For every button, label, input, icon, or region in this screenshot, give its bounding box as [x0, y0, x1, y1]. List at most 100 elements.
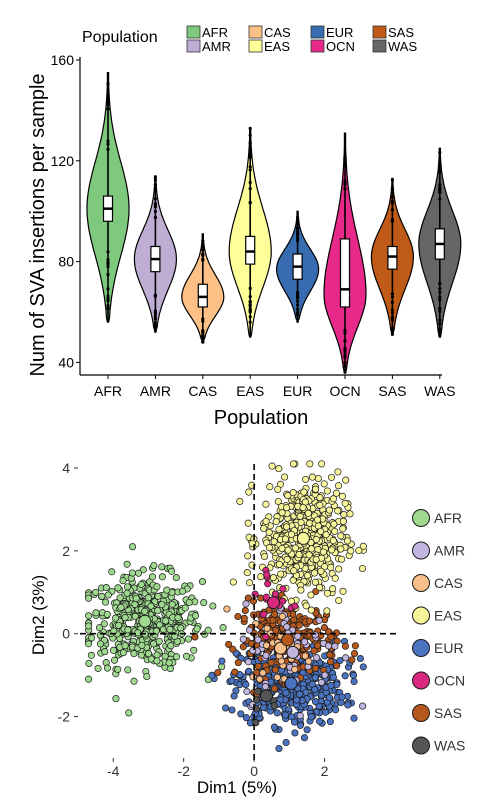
point-eas [229, 578, 237, 586]
point-eur [336, 656, 344, 665]
point-eur [341, 672, 349, 680]
legend-marker [412, 574, 430, 592]
point-sas [341, 642, 349, 650]
outlier-point [343, 331, 347, 335]
point-amr [254, 636, 262, 644]
y-tick-label: 0 [62, 626, 70, 642]
outlier-point [390, 178, 394, 182]
point-afr [87, 651, 95, 659]
point-ocn [264, 580, 272, 588]
point-amr [342, 654, 350, 662]
point-eas [265, 528, 273, 536]
point-afr [185, 598, 193, 607]
point-afr [123, 560, 131, 568]
point-cas [259, 669, 267, 677]
point-sas [234, 612, 242, 621]
point-eas [244, 519, 252, 527]
point-amr [245, 626, 254, 634]
outlier-point [296, 236, 300, 241]
point-eur [311, 686, 319, 694]
outlier-point [106, 142, 110, 146]
legend-label: AFR [202, 25, 228, 40]
point-sas [295, 621, 303, 629]
point-amr [239, 635, 247, 643]
point-eas [303, 572, 311, 580]
point-eas [295, 551, 303, 559]
x-tick-label: -2 [177, 763, 190, 779]
point-eas [320, 480, 328, 488]
legend-marker [412, 671, 430, 690]
point-afr [119, 649, 127, 657]
point-eas [307, 591, 315, 599]
centroid-amr [286, 645, 300, 659]
point-afr [158, 600, 166, 609]
outlier-point [343, 370, 347, 374]
point-eas [314, 522, 322, 530]
point-eur [291, 729, 299, 737]
outlier-point [438, 321, 442, 326]
point-amr [261, 683, 269, 691]
point-afr [114, 665, 122, 673]
point-ocn [279, 585, 287, 593]
point-eur [350, 677, 358, 686]
point-eas [284, 492, 292, 500]
y-tick-label: 40 [58, 354, 74, 370]
outlier-point [343, 179, 347, 183]
point-cas [305, 657, 313, 665]
outlier-point [390, 295, 394, 299]
point-amr [296, 712, 304, 720]
outlier-point [106, 264, 110, 269]
point-afr [163, 586, 171, 594]
point-eas [334, 507, 342, 515]
point-afr [219, 624, 227, 632]
outlier-point [201, 340, 205, 344]
legend-label: CAS [264, 25, 291, 40]
outlier-point [153, 325, 157, 330]
centroid-eur [284, 676, 298, 690]
outlier-point [248, 165, 252, 169]
outlier-point [343, 181, 347, 186]
point-eas [283, 523, 291, 531]
outlier-point [390, 308, 394, 312]
scatter-points [85, 460, 367, 753]
point-eas [330, 520, 338, 528]
point-afr [158, 563, 166, 571]
point-eur [222, 704, 230, 712]
outlier-point [106, 94, 110, 98]
point-amr [244, 658, 252, 666]
point-amr [242, 600, 250, 608]
point-eas [331, 574, 339, 582]
point-eas [312, 555, 320, 564]
point-eas [322, 531, 330, 539]
point-cas [263, 624, 271, 632]
outlier-point [390, 191, 394, 195]
point-afr [162, 617, 170, 625]
point-eas [346, 510, 354, 518]
point-eas [307, 606, 315, 614]
outlier-point [248, 315, 252, 319]
point-sas [229, 645, 237, 653]
legend-label: EUR [434, 640, 464, 656]
point-eas [338, 555, 346, 563]
point-afr [112, 695, 120, 703]
scatter-chart: -4 -2 0 2 -2 0 2 4 Dim1 (5%) Dim2 (3%) AFR AMR CAS EA… [29, 460, 465, 797]
outlier-point [201, 239, 205, 243]
outlier-point [201, 252, 205, 257]
outlier-point [106, 258, 110, 262]
point-sas [191, 633, 199, 641]
point-afr [148, 573, 157, 581]
point-sas [327, 658, 335, 666]
legend-label: EUR [326, 25, 353, 40]
point-eas [275, 465, 283, 473]
point-eas [329, 537, 337, 545]
point-eas [337, 532, 345, 540]
point-afr [95, 624, 104, 632]
point-ocn [260, 610, 268, 618]
point-afr [139, 566, 147, 574]
outlier-point [106, 250, 110, 254]
point-eas [339, 517, 347, 525]
point-eur [290, 718, 299, 726]
point-eas [262, 517, 270, 525]
point-afr [101, 598, 110, 606]
outlier-point [106, 139, 110, 143]
